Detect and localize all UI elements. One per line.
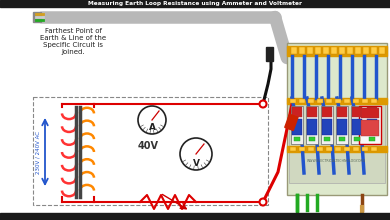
- Bar: [306, 106, 318, 144]
- Bar: [359, 106, 381, 144]
- Bar: [367, 107, 377, 117]
- Circle shape: [138, 106, 166, 134]
- Bar: [344, 99, 350, 103]
- Bar: [315, 47, 321, 54]
- Bar: [291, 47, 297, 54]
- Bar: [326, 147, 332, 151]
- Bar: [371, 99, 377, 103]
- Bar: [354, 137, 360, 141]
- Circle shape: [180, 138, 212, 170]
- Bar: [290, 147, 296, 151]
- Bar: [369, 137, 375, 141]
- Bar: [289, 98, 385, 183]
- Bar: [371, 47, 377, 54]
- Bar: [33, 97, 268, 205]
- Text: 230V / 240V AC: 230V / 240V AC: [35, 130, 41, 174]
- Bar: [323, 47, 329, 54]
- Bar: [0, 213, 390, 220]
- Bar: [337, 119, 347, 135]
- Bar: [362, 147, 368, 151]
- Bar: [33, 12, 41, 22]
- Bar: [352, 119, 362, 135]
- Bar: [308, 99, 314, 103]
- Bar: [361, 108, 379, 118]
- Bar: [361, 120, 379, 136]
- Bar: [317, 147, 323, 151]
- Circle shape: [259, 101, 266, 108]
- Bar: [371, 147, 377, 151]
- Bar: [351, 106, 363, 144]
- Bar: [344, 147, 350, 151]
- Bar: [366, 106, 378, 144]
- Bar: [266, 47, 273, 61]
- Bar: [287, 46, 387, 56]
- Bar: [317, 99, 323, 103]
- Text: Farthest Point of
Earth & Line of the
Specific Circuit is
Joined.: Farthest Point of Earth & Line of the Sp…: [40, 28, 106, 55]
- Text: V: V: [193, 158, 200, 167]
- Bar: [291, 106, 303, 144]
- Bar: [339, 137, 345, 141]
- Bar: [0, 0, 390, 7]
- Bar: [322, 119, 332, 135]
- Bar: [331, 47, 337, 54]
- Text: Rheostate: Rheostate: [150, 213, 186, 219]
- Bar: [287, 43, 387, 195]
- Bar: [321, 106, 333, 144]
- Bar: [324, 137, 330, 141]
- Bar: [299, 147, 305, 151]
- Bar: [347, 47, 353, 54]
- Bar: [285, 114, 298, 130]
- Bar: [336, 106, 348, 144]
- Bar: [353, 147, 359, 151]
- Text: WWW.ELECTRICALTECHNOLOGY.ORG: WWW.ELECTRICALTECHNOLOGY.ORG: [307, 159, 367, 163]
- Bar: [292, 119, 302, 135]
- Bar: [299, 99, 305, 103]
- Circle shape: [259, 198, 266, 205]
- Bar: [326, 99, 332, 103]
- Bar: [339, 47, 345, 54]
- Bar: [294, 137, 300, 141]
- Bar: [353, 99, 359, 103]
- Text: A: A: [149, 123, 156, 132]
- Bar: [308, 147, 314, 151]
- Text: 40V: 40V: [138, 141, 158, 151]
- Bar: [287, 98, 387, 104]
- Bar: [335, 147, 341, 151]
- Text: Measuring Earth Loop Resistance using Ammeter and Voltmeter: Measuring Earth Loop Resistance using Am…: [88, 1, 302, 6]
- Bar: [309, 137, 315, 141]
- Bar: [290, 99, 296, 103]
- Bar: [299, 47, 305, 54]
- Bar: [352, 107, 362, 117]
- Bar: [337, 107, 347, 117]
- Bar: [307, 119, 317, 135]
- Bar: [355, 47, 361, 54]
- Bar: [307, 47, 313, 54]
- Bar: [363, 47, 369, 54]
- Bar: [292, 107, 302, 117]
- Bar: [379, 47, 385, 54]
- Bar: [322, 107, 332, 117]
- Bar: [287, 146, 387, 152]
- Bar: [362, 99, 368, 103]
- Bar: [335, 99, 341, 103]
- Bar: [307, 107, 317, 117]
- Bar: [367, 119, 377, 135]
